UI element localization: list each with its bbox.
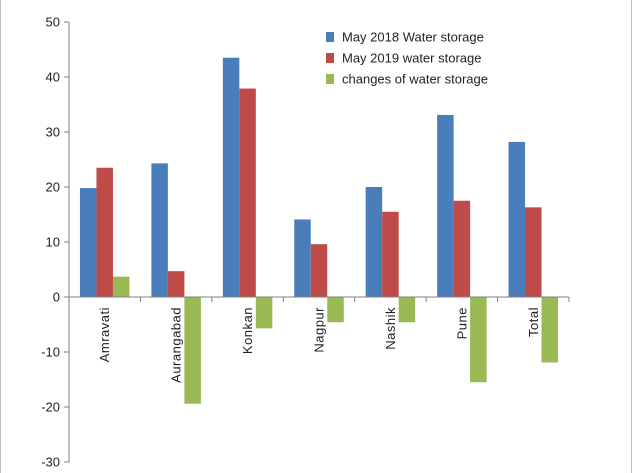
bars [79, 57, 559, 404]
legend-swatch [326, 53, 334, 63]
bar [382, 211, 399, 297]
bar [255, 297, 273, 329]
bar [151, 163, 168, 297]
bar [398, 297, 416, 323]
x-axis [68, 296, 570, 302]
bar [222, 57, 240, 297]
category-label: Nashik [383, 307, 398, 350]
bar [437, 114, 454, 297]
bar [310, 244, 328, 297]
y-tick-label: 30 [46, 125, 60, 140]
bar [96, 167, 113, 297]
category-label: Nagpur [312, 307, 327, 353]
bar [184, 297, 201, 404]
bar [112, 276, 130, 297]
y-tick-label: 40 [46, 70, 60, 85]
bar [294, 219, 311, 297]
bar [508, 141, 526, 297]
y-tick-label: -20 [41, 400, 60, 415]
bar [167, 271, 185, 297]
legend: May 2018 Water storage May 2019 water sto… [326, 30, 488, 87]
category-label: Aurangabad [169, 307, 184, 383]
y-tick-label: -30 [41, 455, 60, 470]
category-labels: Amravati Aurangabad Konkan Nagpur Nashik Pune… [97, 307, 541, 383]
bar [79, 188, 97, 297]
bar [327, 297, 344, 323]
legend-swatch [326, 32, 334, 42]
legend-entry: changes of water storage [342, 72, 488, 87]
y-tick-label: 0 [53, 290, 60, 305]
category-label: Konkan [240, 307, 255, 354]
bar [470, 297, 487, 383]
bar [239, 88, 256, 297]
legend-entry: May 2019 water storage [342, 51, 481, 66]
y-axis: 50 40 30 20 10 0 -10 -20 -30 [41, 15, 70, 470]
bar [453, 200, 471, 297]
y-tick-label: 20 [46, 180, 60, 195]
category-label: Pune [454, 307, 469, 339]
y-tick-label: 50 [46, 15, 60, 30]
y-tick-label: -10 [41, 345, 60, 360]
bar [365, 187, 383, 297]
category-label: Total [526, 307, 541, 337]
bar [541, 297, 559, 363]
legend-entry: May 2018 Water storage [342, 30, 484, 45]
legend-swatch [326, 74, 334, 84]
bar [525, 207, 542, 297]
category-label: Amravati [97, 307, 112, 362]
y-tick-label: 10 [46, 235, 60, 250]
